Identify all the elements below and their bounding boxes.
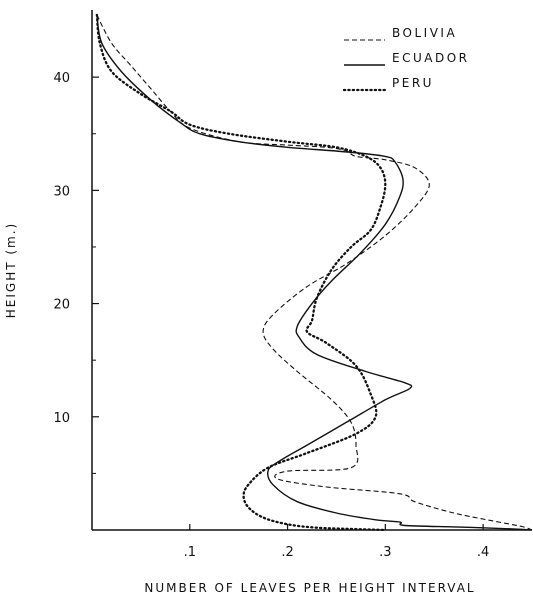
series-line-ecuador [96, 14, 533, 531]
series-line-peru [95, 13, 387, 532]
legend-label-peru: PERU [392, 76, 434, 90]
y-tick-label: 20 [53, 298, 70, 313]
axes [91, 10, 532, 531]
legend: BOLIVIA ECUADOR PERU [342, 26, 469, 92]
y-tick-label: 30 [53, 184, 70, 199]
y-tick-label: 40 [53, 71, 70, 86]
y-tick-label: 10 [53, 411, 70, 426]
legend-label-ecuador: ECUADOR [392, 51, 469, 65]
ticks: .1 .2 .3 .4 10 20 30 40 [53, 71, 489, 560]
x-tick-label: .1 [184, 545, 196, 560]
x-tick-label: .2 [281, 545, 293, 560]
series-line-bolivia [96, 14, 533, 531]
x-tick-label: .4 [477, 545, 489, 560]
x-axis-label: NUMBER OF LEAVES PER HEIGHT INTERVAL [144, 581, 475, 595]
x-tick-label: .3 [379, 545, 391, 560]
y-axis-label: HEIGHT (m.) [4, 222, 18, 318]
legend-label-bolivia: BOLIVIA [392, 26, 457, 40]
series-layer [95, 13, 533, 532]
